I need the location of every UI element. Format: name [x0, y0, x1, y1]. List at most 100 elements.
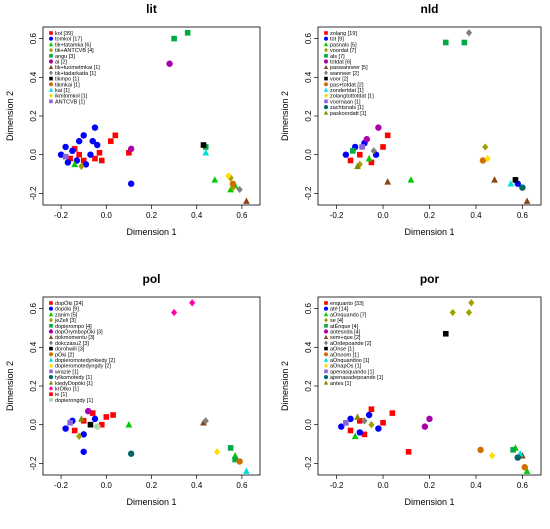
data-point: [514, 454, 521, 461]
x-tick-label: -0.2: [330, 481, 344, 490]
data-point: [449, 308, 456, 317]
legend-marker: [49, 76, 53, 81]
legend-marker: [48, 42, 54, 47]
data-point: [184, 30, 191, 36]
legend-marker: [49, 54, 53, 58]
legend-marker: [324, 363, 328, 369]
data-point: [405, 448, 412, 455]
data-point: [232, 456, 238, 463]
legend-label: pas+totdat [2]: [330, 82, 364, 88]
data-point: [351, 432, 359, 440]
legend-marker: [324, 70, 328, 76]
data-point: [94, 423, 101, 430]
legend-marker: [324, 99, 328, 104]
data-point: [368, 406, 375, 413]
data-point: [78, 415, 85, 422]
legend-label: apenasadepoande [1]: [330, 375, 384, 381]
legend-label: dopieromotedyngdy [2]: [55, 364, 111, 370]
data-point: [62, 425, 69, 432]
legend-marker: [323, 334, 329, 339]
legend-label: pÓki [2]: [55, 351, 74, 358]
data-point: [98, 421, 105, 428]
data-point: [67, 155, 73, 162]
data-point: [468, 299, 475, 307]
chart-title: pol: [143, 272, 161, 286]
legend-marker: [48, 306, 54, 311]
legend-marker: [323, 357, 329, 362]
data-point: [200, 142, 207, 148]
data-point: [166, 60, 173, 67]
y-tick-label: 0.4: [304, 341, 313, 353]
legend-label: dorohwili [3]: [55, 347, 85, 353]
legend-marker: [48, 64, 54, 69]
legend-label: dopierongdy [1]: [55, 398, 93, 404]
data-point: [227, 445, 234, 451]
x-tick-label: 0.0: [101, 211, 113, 220]
legend-label: zanim [5]: [55, 312, 78, 318]
legend-marker: [49, 317, 53, 323]
data-point: [127, 180, 135, 187]
legend-label: tikmkai [1]: [55, 82, 80, 88]
legend-label: dopÓrymbopÓki [3]: [55, 329, 103, 336]
legend-label: voor [2]: [330, 77, 349, 83]
y-tick-label: 0.2: [304, 110, 313, 122]
y-tick-label: -0.2: [29, 186, 38, 200]
data-point: [384, 132, 391, 139]
x-tick-label: 0.2: [146, 481, 158, 490]
y-tick-label: 0.0: [304, 419, 313, 431]
chart-title: lit: [146, 2, 157, 16]
legend-marker: [324, 340, 328, 346]
legend-label: ANTCVB [1]: [55, 99, 85, 105]
data-point: [127, 450, 135, 457]
legend-marker: [48, 59, 54, 64]
legend-label: tylkomotedy [1]: [55, 375, 92, 381]
x-tick-label: 0.6: [236, 211, 248, 220]
y-tick-label: 0.6: [29, 302, 38, 314]
data-point: [229, 183, 236, 192]
y-tick-label: 0.6: [304, 32, 313, 44]
chart-title: por: [420, 272, 440, 286]
data-point: [112, 132, 119, 139]
legend-marker: [48, 312, 54, 317]
legend-marker: [48, 87, 54, 92]
y-tick-label: 0.2: [29, 110, 38, 122]
legend-label: aOnquando [7]: [330, 312, 367, 318]
legend-label: dopóki [9]: [55, 307, 79, 313]
data-point: [243, 197, 250, 204]
legend-label: zolang [19]: [330, 31, 357, 37]
data-point: [421, 423, 429, 430]
data-point: [361, 417, 368, 425]
legend-marker: [48, 329, 54, 334]
legend-marker: [323, 380, 329, 385]
data-point: [89, 410, 96, 416]
legend-marker: [324, 317, 328, 323]
data-point: [108, 138, 114, 144]
legend-label: paswanneer [5]: [330, 65, 368, 71]
y-tick-label: 0.6: [304, 302, 313, 314]
legend-marker: [324, 76, 328, 81]
y-tick-label: -0.2: [304, 186, 313, 200]
legend-label: aOnquandoo [1]: [330, 358, 370, 364]
legend-label: voornaan [1]: [330, 99, 361, 105]
legend-marker: [323, 36, 329, 41]
legend-marker: [49, 386, 53, 391]
data-point: [368, 159, 375, 166]
legend-marker: [48, 82, 54, 87]
data-point: [84, 407, 92, 415]
data-point: [213, 448, 221, 456]
legend-marker: [48, 375, 54, 380]
data-point: [338, 423, 345, 430]
legend-marker: [324, 93, 328, 99]
data-point: [368, 421, 375, 429]
legend-marker: [323, 329, 329, 334]
data-point: [357, 151, 363, 158]
x-tick-label: 0.4: [191, 211, 203, 220]
data-point: [357, 418, 363, 424]
legend-label: dokmomentu [3]: [55, 335, 95, 341]
data-point: [75, 137, 83, 145]
legend-marker: [324, 47, 328, 53]
legend-label: paskoordatt [1]: [330, 111, 367, 117]
legend-label: apenasquando [1]: [330, 369, 375, 375]
data-point: [491, 176, 498, 183]
legend-label: tik+tatamka [6]: [55, 42, 91, 48]
